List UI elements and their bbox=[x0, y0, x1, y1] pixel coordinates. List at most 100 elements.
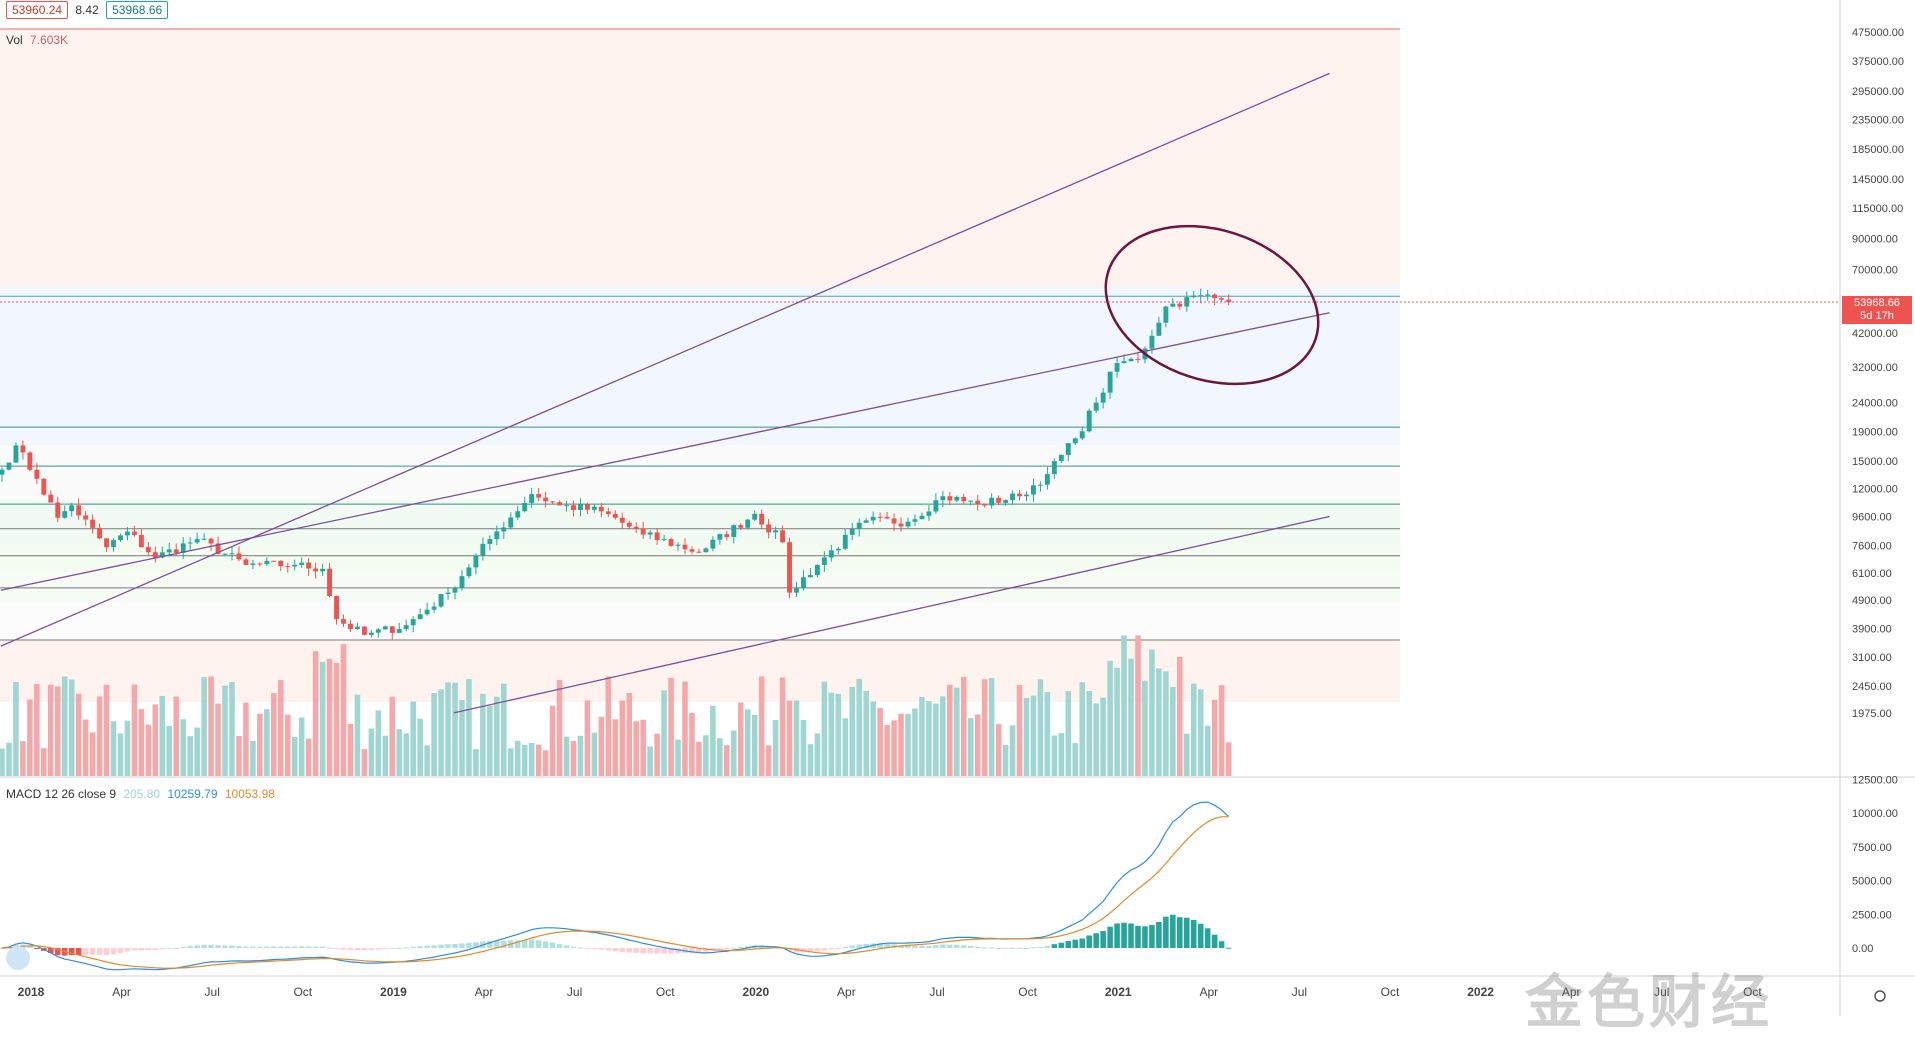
volume-bar bbox=[919, 696, 925, 776]
time-axis-label: 2020 bbox=[742, 985, 769, 999]
volume-bar bbox=[1218, 685, 1225, 776]
macd-hist-bar bbox=[1072, 939, 1079, 948]
volume-bar bbox=[466, 679, 472, 776]
candle-body bbox=[215, 543, 221, 554]
candle-body bbox=[1044, 474, 1050, 485]
settings-gear-icon bbox=[1874, 990, 1886, 1002]
time-axis-label: 2019 bbox=[380, 985, 407, 999]
price-axis-label: 145000.00 bbox=[1852, 174, 1904, 186]
candle-body bbox=[564, 505, 569, 507]
macd-histogram bbox=[0, 914, 1232, 956]
candle-body bbox=[166, 549, 172, 553]
macd-hist-bar bbox=[1142, 926, 1148, 948]
candle-body bbox=[285, 566, 291, 568]
background-band bbox=[0, 500, 1400, 543]
price-axis-label: 90000.00 bbox=[1852, 233, 1898, 245]
macd-hist-bar bbox=[431, 945, 437, 948]
macd-hist-bar bbox=[347, 948, 354, 951]
volume-bar bbox=[981, 679, 988, 776]
price-axis-label: 235000.00 bbox=[1852, 114, 1904, 126]
last-price-tag: 53968.66 5d 17h bbox=[1842, 296, 1912, 324]
volume-bar bbox=[257, 713, 263, 776]
candle-body bbox=[1226, 299, 1232, 302]
volume-bar bbox=[751, 714, 758, 776]
macd-hist-bar bbox=[1093, 933, 1099, 948]
macd-hist-bar bbox=[654, 948, 660, 954]
time-axis-label: Apr bbox=[837, 985, 856, 999]
volume-bar bbox=[27, 699, 33, 776]
volume-bar bbox=[96, 696, 103, 776]
candle-body bbox=[794, 588, 799, 593]
macd-hist-bar bbox=[1114, 923, 1120, 948]
volume-bar bbox=[124, 720, 131, 776]
volume-bar bbox=[424, 745, 430, 776]
volume-bar bbox=[138, 709, 145, 776]
time-axis-label: Oct bbox=[656, 985, 675, 999]
candle-body bbox=[278, 560, 284, 567]
volume-bar bbox=[898, 713, 904, 776]
macd-hist-bar bbox=[765, 946, 772, 948]
background-band bbox=[0, 603, 1400, 641]
macd-hist-bar bbox=[953, 944, 960, 948]
macd-hist-bar bbox=[549, 942, 556, 948]
volume-bar bbox=[284, 714, 291, 776]
trading-chart[interactable]: 475000.00 375000.00 295000.00 235000.00 1850… bbox=[0, 0, 1915, 1016]
background-band bbox=[0, 445, 1400, 500]
volume-bar bbox=[333, 662, 340, 776]
candle-body bbox=[417, 614, 423, 620]
macd-hist-bar bbox=[570, 946, 577, 948]
volume-bar bbox=[933, 703, 939, 776]
candle-body bbox=[180, 543, 186, 553]
candle-body bbox=[1177, 303, 1183, 307]
macd-hist-bar bbox=[326, 947, 333, 949]
candle-body bbox=[877, 516, 883, 518]
macd-axis-label: 2500.00 bbox=[1852, 909, 1892, 921]
candle-body bbox=[1114, 363, 1120, 372]
volume-bar bbox=[1142, 680, 1148, 776]
volume-bar bbox=[1058, 733, 1065, 776]
candle-body bbox=[898, 523, 904, 527]
macd-signal-line bbox=[1, 816, 1229, 969]
volume-bar bbox=[737, 702, 744, 776]
candle-body bbox=[1198, 295, 1204, 297]
macd-hist-bar bbox=[535, 940, 542, 948]
volume-bar bbox=[1030, 695, 1037, 776]
candle-body bbox=[633, 526, 639, 529]
candle-body bbox=[849, 529, 855, 535]
macd-hist-bar bbox=[1002, 948, 1009, 949]
candle-body bbox=[327, 568, 332, 596]
macd-hist-bar bbox=[1086, 935, 1092, 948]
volume-bar bbox=[807, 744, 814, 776]
change-value: 8.42 bbox=[75, 3, 99, 17]
tradingview-logo-icon bbox=[6, 946, 30, 970]
macd-hist-bar bbox=[1079, 938, 1086, 948]
candle-body bbox=[173, 549, 179, 553]
volume-bar bbox=[730, 730, 737, 776]
volume-bar bbox=[772, 719, 779, 776]
macd-hist-bar bbox=[703, 948, 709, 952]
volume-bar bbox=[403, 733, 410, 776]
price-axis-label: 6100.00 bbox=[1852, 568, 1892, 580]
volume-bar bbox=[215, 703, 221, 776]
macd-hist-bar bbox=[995, 947, 1002, 949]
candle-body bbox=[292, 564, 298, 567]
price-axis-label: 7600.00 bbox=[1852, 540, 1892, 552]
volume-bar bbox=[689, 712, 695, 776]
candle-body bbox=[856, 522, 862, 530]
volume-bar bbox=[68, 679, 75, 776]
candle-body bbox=[1072, 438, 1078, 444]
candle-body bbox=[90, 519, 96, 528]
macd-hist-bar bbox=[243, 946, 249, 948]
volume-bar bbox=[549, 705, 556, 776]
volume-bar bbox=[556, 680, 563, 776]
macd-hist-bar bbox=[849, 945, 856, 948]
macd-line-value: 10259.79 bbox=[167, 787, 218, 801]
macd-hist-bar bbox=[1051, 944, 1058, 948]
price-axis-label: 1975.00 bbox=[1852, 708, 1892, 720]
volume-label: Vol bbox=[6, 33, 23, 47]
candle-body bbox=[975, 500, 981, 505]
candle-body bbox=[222, 553, 228, 555]
macd-hist-bar bbox=[556, 944, 563, 948]
candle-body bbox=[954, 497, 960, 501]
volume-bar bbox=[1023, 697, 1030, 776]
